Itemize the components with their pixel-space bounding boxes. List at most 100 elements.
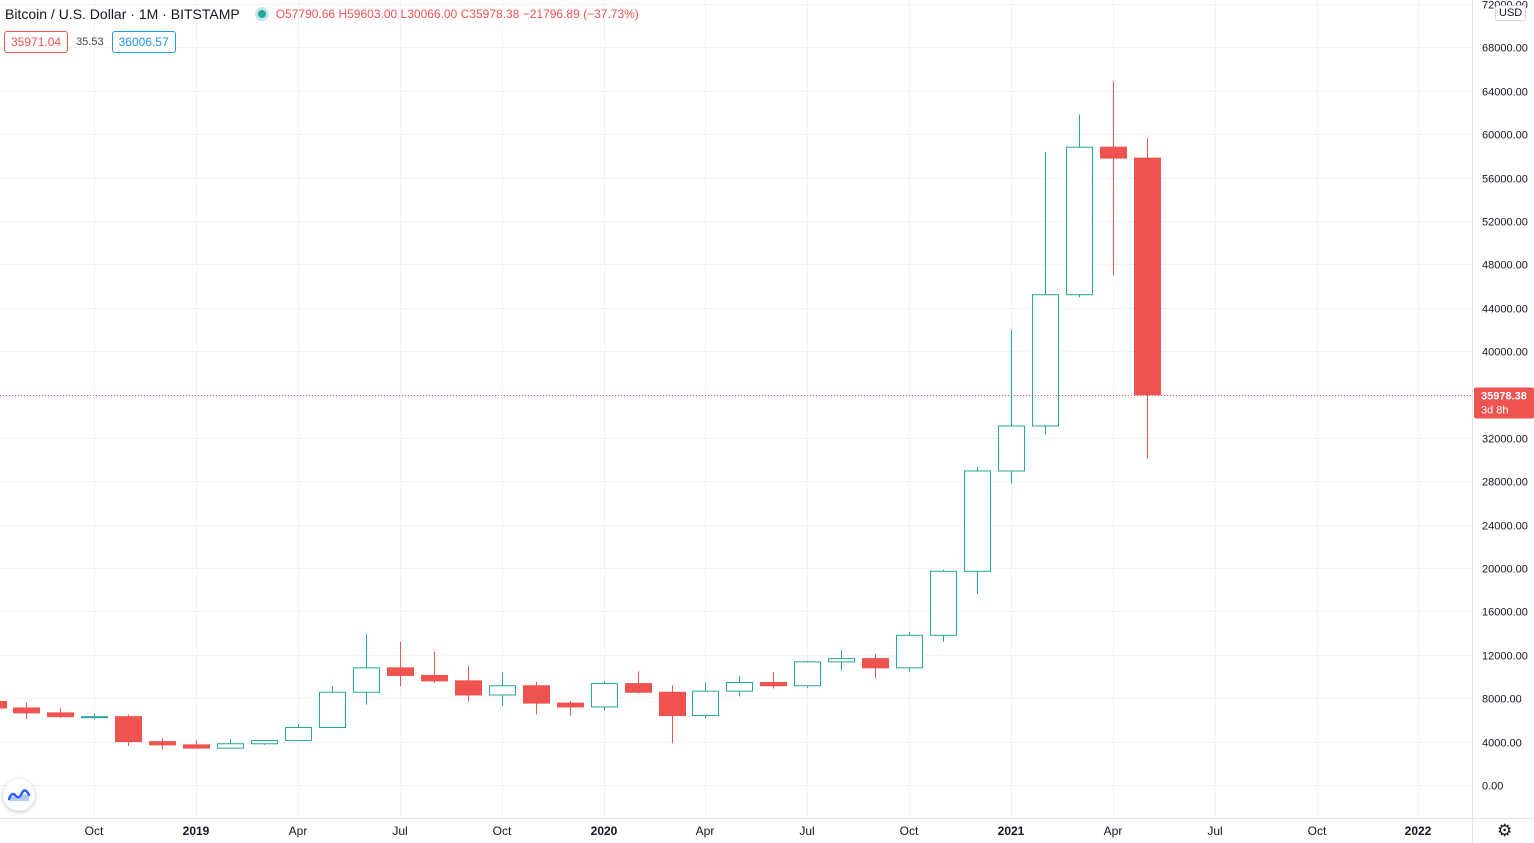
x-tick-label: Oct: [1308, 824, 1327, 838]
candle[interactable]: [387, 641, 414, 687]
candle-body: [1032, 294, 1059, 427]
symbol-name: Bitcoin / U.S. Dollar: [5, 6, 127, 22]
candle-body: [659, 691, 686, 717]
y-tick-label: 44000.00: [1482, 304, 1528, 316]
y-tick-label: 20000.00: [1482, 564, 1528, 576]
ask-price-button[interactable]: 36006.57: [111, 31, 176, 53]
x-tick-label: Jul: [1207, 824, 1222, 838]
candle-body: [217, 743, 244, 749]
candle[interactable]: [964, 467, 991, 595]
candle[interactable]: [319, 686, 346, 729]
candle-body: [455, 680, 482, 696]
open-label: O: [275, 7, 286, 21]
x-tick-label: 2022: [1405, 824, 1432, 838]
low-label: L: [400, 7, 408, 21]
currency-button[interactable]: USD: [1495, 5, 1527, 21]
candle-body: [251, 740, 278, 745]
logo-glyph: [8, 789, 30, 801]
candle[interactable]: [353, 634, 380, 705]
candle[interactable]: [455, 666, 482, 702]
candle[interactable]: [81, 713, 108, 719]
candle-body: [828, 658, 855, 663]
candle-body: [523, 685, 550, 704]
candle[interactable]: [1134, 138, 1161, 459]
candle-body: [1066, 146, 1093, 296]
y-tick-label: 64000.00: [1482, 87, 1528, 99]
close-value: 35978.38: [469, 7, 520, 21]
candle[interactable]: [794, 660, 821, 688]
candle-body: [353, 667, 380, 693]
x-tick-label: Apr: [1104, 824, 1123, 838]
x-tick-label: Apr: [289, 824, 308, 838]
candle-body: [1134, 157, 1161, 396]
y-tick-label: 8000.00: [1482, 694, 1522, 706]
candle[interactable]: [285, 724, 312, 742]
candle-body: [0, 700, 7, 709]
candle[interactable]: [998, 329, 1025, 484]
candle[interactable]: [251, 739, 278, 745]
candle[interactable]: [760, 672, 787, 689]
candle[interactable]: [183, 740, 210, 749]
candle[interactable]: [149, 738, 176, 750]
candle[interactable]: [13, 702, 40, 719]
candle[interactable]: [1066, 114, 1093, 298]
candle[interactable]: [0, 699, 7, 709]
symbol-title[interactable]: Bitcoin / U.S. Dollar · 1M · BITSTAMP: [5, 6, 240, 22]
bar-countdown: 3d 8h: [1481, 405, 1509, 417]
candle[interactable]: [591, 680, 618, 711]
y-tick-label: 48000.00: [1482, 260, 1528, 272]
open-value: 57790.66: [285, 7, 336, 21]
candle[interactable]: [489, 672, 516, 706]
tradingview-logo-icon[interactable]: [3, 779, 35, 811]
candle[interactable]: [828, 649, 855, 671]
candle[interactable]: [625, 671, 652, 694]
candle[interactable]: [726, 675, 753, 697]
ohlc-values: O57790.66 H59603.00 L30066.00 C35978.38 …: [276, 7, 639, 21]
candle[interactable]: [523, 681, 550, 715]
candle-body: [387, 667, 414, 676]
x-tick-label: Apr: [696, 824, 715, 838]
bid-ask-panel: 35971.04 35.53 36006.57: [4, 31, 176, 53]
candle[interactable]: [115, 714, 142, 746]
candle[interactable]: [217, 739, 244, 749]
candle[interactable]: [692, 682, 719, 719]
candle-body: [149, 741, 176, 746]
x-tick-label: Oct: [493, 824, 512, 838]
candle-body: [13, 707, 40, 714]
market-status-icon[interactable]: [257, 10, 266, 18]
candle-body: [998, 425, 1025, 472]
candle-body: [1100, 146, 1127, 159]
candle-body: [115, 716, 142, 743]
candle[interactable]: [1100, 81, 1127, 276]
x-tick-label: Jul: [799, 824, 814, 838]
candle[interactable]: [557, 700, 584, 716]
gear-icon[interactable]: ⚙: [1497, 821, 1513, 840]
candle[interactable]: [862, 653, 889, 679]
candle-body: [794, 661, 821, 687]
high-value: 59603.00: [347, 7, 398, 21]
y-tick-label: 24000.00: [1482, 521, 1528, 533]
bid-price-button[interactable]: 35971.04: [4, 31, 69, 53]
candle-body: [896, 634, 923, 669]
x-tick-label: Jul: [392, 824, 407, 838]
y-tick-label: 40000.00: [1482, 347, 1528, 359]
low-value: 30066.00: [407, 7, 458, 21]
candle-body: [319, 691, 346, 729]
x-tick-label: 2019: [183, 824, 210, 838]
change-value: −21796.89 (−37.73%): [522, 7, 639, 21]
x-tick-label: Oct: [85, 824, 104, 838]
candle[interactable]: [659, 685, 686, 744]
candle[interactable]: [896, 632, 923, 673]
candle-body: [964, 470, 991, 572]
candle-body: [81, 716, 108, 719]
candle[interactable]: [421, 651, 448, 684]
candle[interactable]: [930, 569, 957, 642]
candle-body: [930, 570, 957, 636]
grid-lines: [0, 0, 1472, 818]
candle-body: [285, 727, 312, 742]
candle[interactable]: [1032, 152, 1059, 435]
y-tick-label: 52000.00: [1482, 217, 1528, 229]
candle[interactable]: [47, 707, 74, 718]
candle-body: [421, 674, 448, 682]
